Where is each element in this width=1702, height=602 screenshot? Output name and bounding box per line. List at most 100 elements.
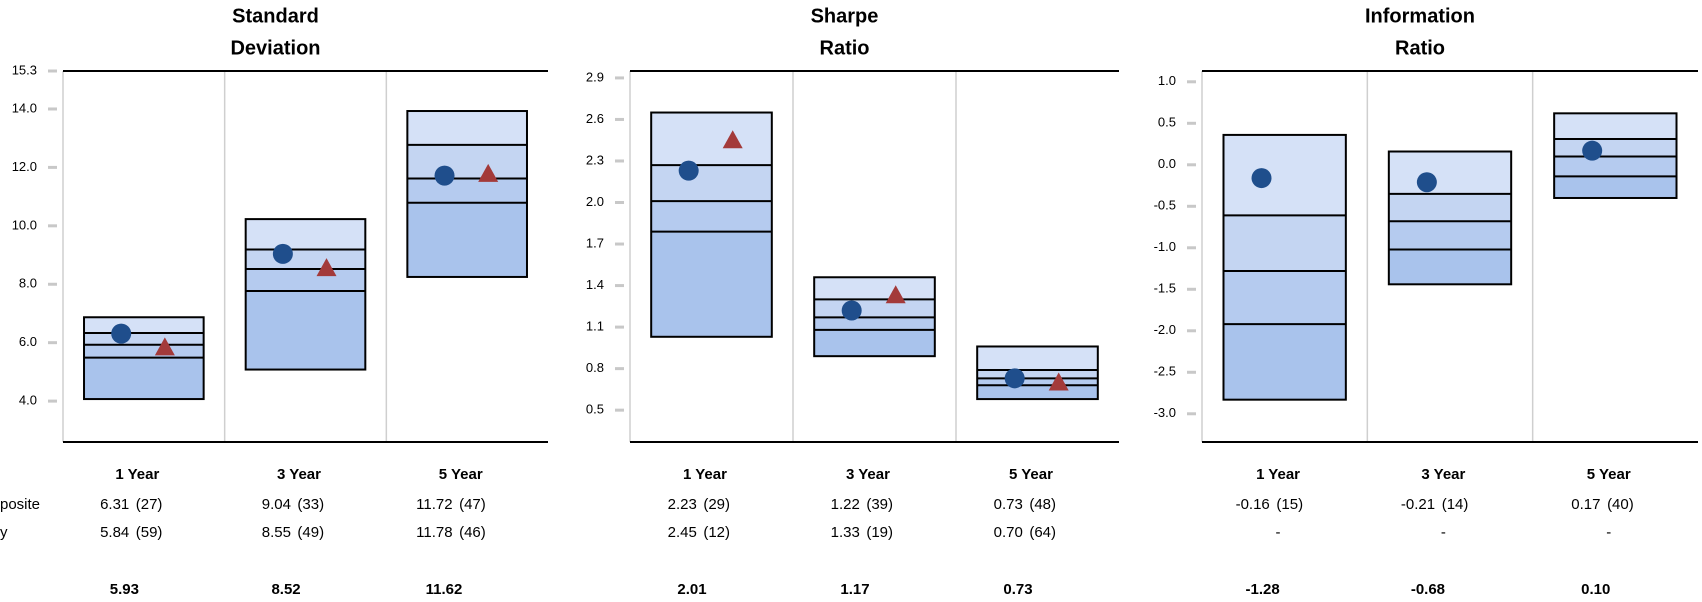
chart-title: Ratio	[820, 37, 870, 59]
value-label: 2.45	[668, 524, 697, 541]
benchmark-marker	[1048, 372, 1069, 391]
range-outline	[83, 316, 205, 401]
rank-label: (47)	[459, 496, 486, 513]
chart-title: Sharpe	[811, 5, 879, 27]
value-label: -	[1441, 524, 1446, 541]
range-band	[407, 178, 527, 203]
value-label: -0.21	[1401, 496, 1435, 513]
median-label: 0.73	[1003, 581, 1032, 598]
period-label: 5 Year	[1587, 466, 1631, 483]
rank-label: (40)	[1607, 496, 1634, 513]
y-tick-label: 6.0	[19, 334, 37, 349]
composite-marker	[1582, 140, 1603, 161]
range-outline	[813, 276, 936, 358]
range-band	[1554, 156, 1677, 177]
median-label: 2.01	[677, 581, 706, 598]
range-outline	[650, 111, 773, 338]
range-outline	[976, 345, 1099, 401]
y-tick-label: 12.0	[12, 159, 37, 174]
range-band	[1554, 176, 1677, 198]
range-band	[977, 370, 1098, 379]
benchmark-marker	[316, 258, 337, 277]
value-label: 6.31	[100, 496, 129, 513]
row-label: posite	[0, 496, 40, 513]
composite-marker	[1416, 172, 1437, 193]
chart-title: Deviation	[230, 37, 320, 59]
value-label: 2.23	[668, 496, 697, 513]
benchmark-marker	[722, 130, 743, 149]
rank-label: (15)	[1276, 496, 1303, 513]
benchmark-marker	[154, 337, 175, 356]
y-tick-label: -0.5	[1154, 198, 1176, 213]
range-outline	[1553, 112, 1678, 199]
chart-title: Ratio	[1395, 37, 1445, 59]
range-band	[814, 299, 935, 318]
range-outline	[406, 110, 528, 278]
period-label: 5 Year	[439, 466, 483, 483]
median-label: 5.93	[110, 581, 139, 598]
range-band	[1554, 139, 1677, 157]
y-tick-label: 2.6	[586, 111, 604, 126]
composite-marker	[1004, 368, 1025, 389]
y-tick-label: 10.0	[12, 217, 37, 232]
y-tick-label: 1.4	[586, 277, 604, 292]
range-band	[814, 317, 935, 330]
y-tick-label: 1.1	[586, 319, 604, 334]
rank-label: (14)	[1442, 496, 1469, 513]
range-band	[1223, 215, 1346, 272]
y-tick-label: -3.0	[1154, 405, 1176, 420]
period-label: 1 Year	[683, 466, 727, 483]
range-outline	[1387, 150, 1513, 286]
range-band	[1388, 193, 1512, 222]
range-band	[84, 317, 204, 334]
value-label: -	[1606, 524, 1611, 541]
chart-title: Information	[1365, 5, 1475, 27]
range-band	[814, 277, 935, 300]
y-tick-label: 1.0	[1158, 73, 1176, 88]
value-label: 8.55	[262, 524, 291, 541]
rank-label: (27)	[136, 496, 163, 513]
value-label: 11.72	[416, 496, 452, 513]
range-band	[977, 385, 1098, 400]
range-band	[814, 329, 935, 357]
median-label: 11.62	[426, 581, 463, 598]
range-band	[1223, 324, 1346, 400]
composite-marker	[434, 165, 455, 186]
composite-marker	[678, 160, 699, 181]
range-outline	[244, 218, 367, 371]
y-tick-label: -1.0	[1154, 239, 1176, 254]
value-label: 1.33	[831, 524, 860, 541]
y-tick-label: 4.0	[19, 393, 37, 408]
period-label: 3 Year	[277, 466, 321, 483]
range-band	[84, 344, 204, 358]
range-band	[407, 111, 527, 145]
range-band	[407, 202, 527, 277]
y-tick-label: 2.9	[586, 69, 604, 84]
range-band	[1554, 113, 1677, 140]
composite-marker	[841, 300, 862, 321]
range-band	[407, 144, 527, 179]
y-tick-label: 2.3	[586, 152, 604, 167]
range-band	[651, 201, 772, 232]
range-band	[977, 346, 1098, 371]
value-label: 0.70	[994, 524, 1023, 541]
composite-marker	[111, 323, 132, 344]
period-label: 5 Year	[1009, 466, 1053, 483]
period-label: 1 Year	[1256, 466, 1300, 483]
range-band	[1388, 151, 1512, 194]
rank-label: (48)	[1029, 496, 1056, 513]
rank-label: (59)	[136, 524, 163, 541]
value-label: 0.73	[994, 496, 1023, 513]
value-label: -0.16	[1236, 496, 1270, 513]
value-label: 11.78	[416, 524, 452, 541]
median-label: 0.10	[1581, 581, 1610, 598]
y-tick-label: 0.8	[586, 360, 604, 375]
range-band	[245, 290, 366, 370]
y-tick-label: 8.0	[19, 276, 37, 291]
range-band	[1388, 221, 1512, 250]
value-label: 1.22	[831, 496, 860, 513]
row-label: y	[0, 524, 8, 541]
rank-label: (33)	[297, 496, 324, 513]
range-outline	[1222, 133, 1347, 401]
chart-title: Standard	[232, 5, 319, 27]
